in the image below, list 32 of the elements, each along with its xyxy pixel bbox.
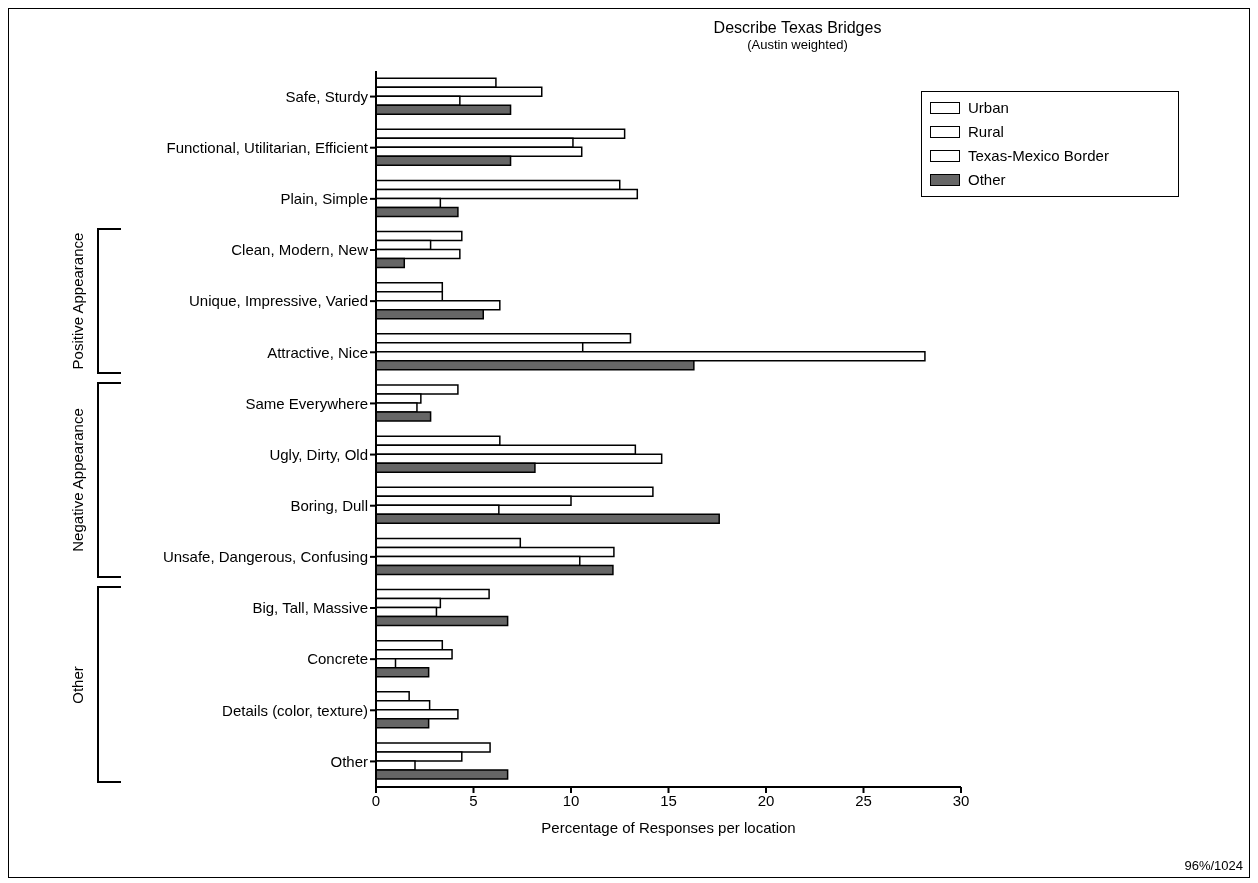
x-tick-label: 30 [952, 791, 970, 809]
legend-label: Other [967, 170, 1007, 190]
legend-label: Urban [967, 98, 1010, 118]
legend-label: Texas-Mexico Border [967, 146, 1110, 166]
x-axis-title: Percentage of Responses per location [541, 819, 796, 836]
y-tick-label: Same Everywhere [245, 394, 368, 412]
y-tick-label: Functional, Utilitarian, Efficient [166, 139, 369, 157]
x-tick-label: 25 [855, 791, 872, 809]
y-tick-label: Safe, Sturdy [285, 87, 369, 105]
y-tick-label: Other [330, 752, 368, 770]
y-tick-label: Plain, Simple [280, 190, 368, 208]
x-tick-label: 5 [469, 791, 478, 809]
y-tick-label: Clean, Modern, New [231, 241, 369, 259]
y-tick-label: Unique, Impressive, Varied [189, 292, 368, 310]
x-tick-label: 0 [371, 791, 381, 809]
text: Other [68, 665, 86, 704]
y-tick-label: Attractive, Nice [267, 343, 368, 361]
chart-title: Describe Texas Bridges [712, 19, 883, 37]
y-tick-label: Boring, Dull [290, 497, 368, 515]
text: Negative Appearance [68, 408, 86, 552]
y-tick-label: Unsafe, Dangerous, Confusing [162, 548, 368, 566]
chart-subtitle: (Austin weighted) [746, 37, 849, 52]
y-tick-label: Details (color, texture) [222, 701, 368, 719]
y-tick-label: Concrete [307, 650, 368, 668]
y-tick-label: Ugly, Dirty, Old [269, 445, 368, 463]
x-tick-label: 10 [562, 791, 580, 809]
legend-label: Rural [967, 122, 1005, 142]
text: 96%/1024 [1184, 858, 1243, 873]
x-tick-label: 20 [757, 791, 775, 809]
text: Positive Appearance [68, 232, 86, 370]
x-tick-label: 15 [660, 791, 677, 809]
y-tick-label: Big, Tall, Massive [252, 599, 368, 617]
